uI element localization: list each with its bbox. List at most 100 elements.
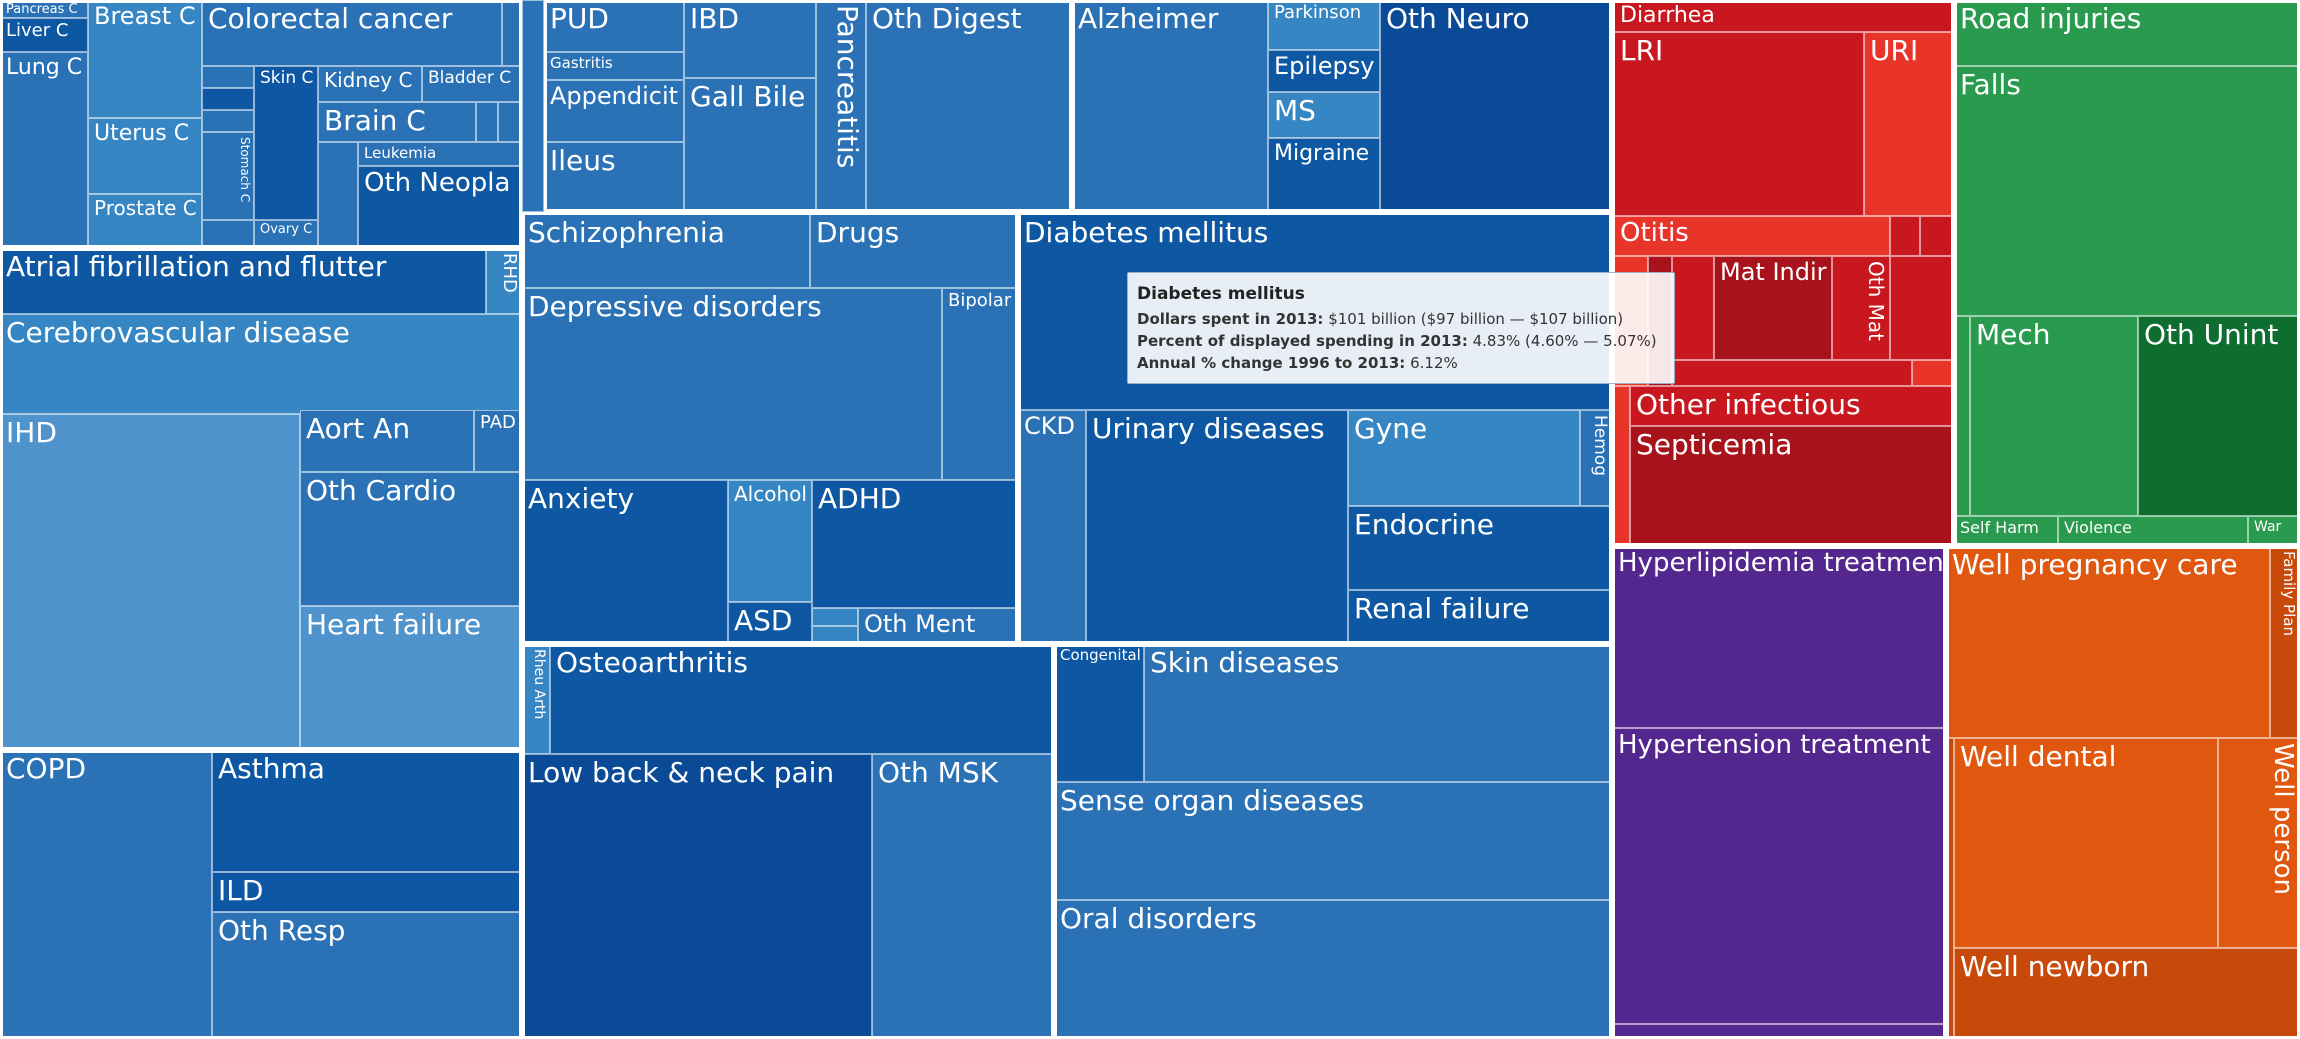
treemap-tile-mech[interactable]: Mech	[1970, 316, 2138, 516]
treemap-tile-minor[interactable]	[202, 66, 254, 88]
treemap-tile-minor[interactable]	[522, 0, 544, 212]
treemap-tile-uri[interactable]: URI	[1864, 32, 1954, 216]
treemap-tile-breast-c[interactable]: Breast C	[88, 0, 202, 118]
treemap-tile-rheu-arth[interactable]: Rheu Arth	[522, 644, 550, 754]
treemap-tile-minor[interactable]	[1890, 216, 1920, 256]
treemap-tile-copd[interactable]: COPD	[0, 750, 212, 1039]
treemap-tile-asthma[interactable]: Asthma	[212, 750, 522, 872]
treemap-tile-oth-neuro[interactable]: Oth Neuro	[1380, 0, 1612, 212]
treemap-tile-parkinson[interactable]: Parkinson	[1268, 0, 1380, 50]
treemap-tile-minor[interactable]	[476, 102, 498, 142]
treemap-tile-pud[interactable]: PUD	[544, 0, 684, 52]
treemap-tile-ibd[interactable]: IBD	[684, 0, 816, 78]
treemap-tile-minor[interactable]	[1614, 386, 1630, 546]
treemap-tile-falls[interactable]: Falls	[1954, 66, 2300, 316]
treemap-tile-road-injuries[interactable]: Road injuries	[1954, 0, 2300, 66]
treemap-tile-hyperlipidemia-treatment[interactable]: Hyperlipidemia treatment	[1612, 546, 1946, 728]
treemap-tile-schizophrenia[interactable]: Schizophrenia	[522, 214, 810, 288]
treemap-tile-minor[interactable]	[202, 88, 254, 110]
treemap-tile-well-person[interactable]: Well person	[2218, 738, 2300, 948]
treemap-tile-drugs[interactable]: Drugs	[810, 214, 1018, 288]
treemap-tile-ild[interactable]: ILD	[212, 872, 522, 912]
treemap-tile-pancreas-c[interactable]: Pancreas C	[0, 0, 88, 18]
treemap-tile-violence[interactable]: Violence	[2058, 516, 2248, 546]
treemap-tile-minor[interactable]	[1946, 738, 1954, 1039]
treemap-tile-oth-msk[interactable]: Oth MSK	[872, 754, 1054, 1039]
treemap-tile-gall-bile[interactable]: Gall Bile	[684, 78, 816, 212]
treemap-tile-minor[interactable]	[812, 626, 858, 644]
treemap-tile-oth-digest[interactable]: Oth Digest	[866, 0, 1072, 212]
treemap-tile-epilepsy[interactable]: Epilepsy	[1268, 50, 1380, 92]
treemap-tile-other-infectious[interactable]: Other infectious	[1630, 386, 1954, 426]
treemap-tile-leukemia[interactable]: Leukemia	[358, 142, 522, 166]
treemap-tile-minor[interactable]	[202, 110, 254, 132]
treemap-tile-diarrhea[interactable]: Diarrhea	[1614, 0, 1954, 32]
treemap-tile-aort-an[interactable]: Aort An	[300, 410, 474, 472]
treemap-tile-minor[interactable]	[1912, 360, 1954, 386]
treemap-tile-migraine[interactable]: Migraine	[1268, 138, 1380, 212]
treemap-tile-mat-indir[interactable]: Mat Indir	[1714, 256, 1832, 360]
treemap-tile-well-newborn[interactable]: Well newborn	[1954, 948, 2300, 1039]
treemap-tile-colorectal-cancer[interactable]: Colorectal cancer	[202, 0, 502, 66]
treemap-tile-rhd[interactable]: RHD	[486, 248, 522, 314]
treemap-tile-renal-failure[interactable]: Renal failure	[1348, 590, 1612, 644]
treemap-tile-liver-c[interactable]: Liver C	[0, 18, 88, 52]
treemap-tile-oth-cardio[interactable]: Oth Cardio	[300, 472, 522, 606]
treemap-tile-appendicit[interactable]: Appendicit	[544, 80, 684, 142]
treemap-tile-alcohol[interactable]: Alcohol	[728, 480, 812, 602]
treemap-tile-low-back-and-neck-pain[interactable]: Low back & neck pain	[522, 754, 872, 1039]
treemap-tile-gastritis[interactable]: Gastritis	[544, 52, 684, 80]
treemap-tile-oth-ment[interactable]: Oth Ment	[858, 608, 1018, 644]
treemap-tile-minor[interactable]	[1672, 360, 1912, 386]
treemap-tile-bipolar[interactable]: Bipolar	[942, 288, 1018, 480]
treemap-tile-stomach-c[interactable]: Stomach C	[202, 132, 254, 220]
treemap-tile-oth-neopla[interactable]: Oth Neopla	[358, 166, 522, 248]
treemap-tile-ms[interactable]: MS	[1268, 92, 1380, 138]
treemap-tile-atrial-fibrillation-and-flutter[interactable]: Atrial fibrillation and flutter	[0, 248, 486, 314]
treemap-tile-congenital[interactable]: Congenital	[1054, 644, 1144, 782]
treemap-tile-alzheimer[interactable]: Alzheimer	[1072, 0, 1268, 212]
treemap-tile-well-pregnancy-care[interactable]: Well pregnancy care	[1946, 546, 2270, 738]
treemap-tile-gyne[interactable]: Gyne	[1348, 410, 1580, 506]
treemap-tile-skin-diseases[interactable]: Skin diseases	[1144, 644, 1612, 782]
treemap-tile-adhd[interactable]: ADHD	[812, 480, 1018, 608]
treemap-tile-ileus[interactable]: Ileus	[544, 142, 684, 212]
treemap-tile-lri[interactable]: LRI	[1614, 32, 1864, 216]
treemap-tile-otitis[interactable]: Otitis	[1614, 216, 1890, 256]
treemap-tile-oth-resp[interactable]: Oth Resp	[212, 912, 522, 1039]
treemap-tile-self-harm[interactable]: Self Harm	[1954, 516, 2058, 546]
treemap-tile-endocrine[interactable]: Endocrine	[1348, 506, 1612, 590]
treemap-tile-uterus-c[interactable]: Uterus C	[88, 118, 202, 194]
treemap-tile-oral-disorders[interactable]: Oral disorders	[1054, 900, 1612, 1039]
treemap-tile-minor[interactable]	[812, 608, 858, 626]
treemap-tile-septicemia[interactable]: Septicemia	[1630, 426, 1954, 546]
treemap-tile-pancreatitis[interactable]: Pancreatitis	[816, 0, 866, 212]
treemap-tile-minor[interactable]	[502, 0, 522, 66]
treemap-tile-prostate-c[interactable]: Prostate C	[88, 194, 202, 248]
treemap-tile-skin-c[interactable]: Skin C	[254, 66, 318, 220]
treemap-tile-heart-failure[interactable]: Heart failure	[300, 606, 522, 750]
treemap-tile-ovary-c[interactable]: Ovary C	[254, 220, 318, 248]
treemap-tile-depressive-disorders[interactable]: Depressive disorders	[522, 288, 942, 480]
treemap-tile-oth-mat[interactable]: Oth Mat	[1832, 256, 1890, 360]
treemap-tile-family-plan[interactable]: Family Plan	[2270, 546, 2300, 738]
treemap-tile-sense-organ-diseases[interactable]: Sense organ diseases	[1054, 782, 1612, 900]
treemap-tile-hypertension-treatment[interactable]: Hypertension treatment	[1612, 728, 1946, 1024]
treemap-tile-minor[interactable]	[1954, 316, 1970, 516]
treemap-tile-osteoarthritis[interactable]: Osteoarthritis	[550, 644, 1054, 754]
treemap-tile-minor[interactable]	[202, 220, 254, 248]
treemap-tile-well-dental[interactable]: Well dental	[1954, 738, 2218, 948]
treemap-tile-ckd[interactable]: CKD	[1018, 410, 1086, 644]
treemap-tile-minor[interactable]	[318, 142, 358, 248]
treemap-tile-minor[interactable]	[1920, 216, 1954, 256]
treemap-tile-urinary-diseases[interactable]: Urinary diseases	[1086, 410, 1348, 644]
treemap-tile-lung-c[interactable]: Lung C	[0, 52, 88, 248]
treemap-tile-war[interactable]: War	[2248, 516, 2300, 546]
treemap-tile-oth-unint[interactable]: Oth Unint	[2138, 316, 2300, 516]
treemap-tile-hemog[interactable]: Hemog	[1580, 410, 1612, 506]
treemap-tile-asd[interactable]: ASD	[728, 602, 812, 644]
treemap-tile-brain-c[interactable]: Brain C	[318, 102, 476, 142]
treemap-tile-cerebrovascular-disease[interactable]: Cerebrovascular disease	[0, 314, 522, 414]
treemap-tile-anxiety[interactable]: Anxiety	[522, 480, 728, 644]
treemap-tile-minor[interactable]	[1890, 256, 1954, 360]
